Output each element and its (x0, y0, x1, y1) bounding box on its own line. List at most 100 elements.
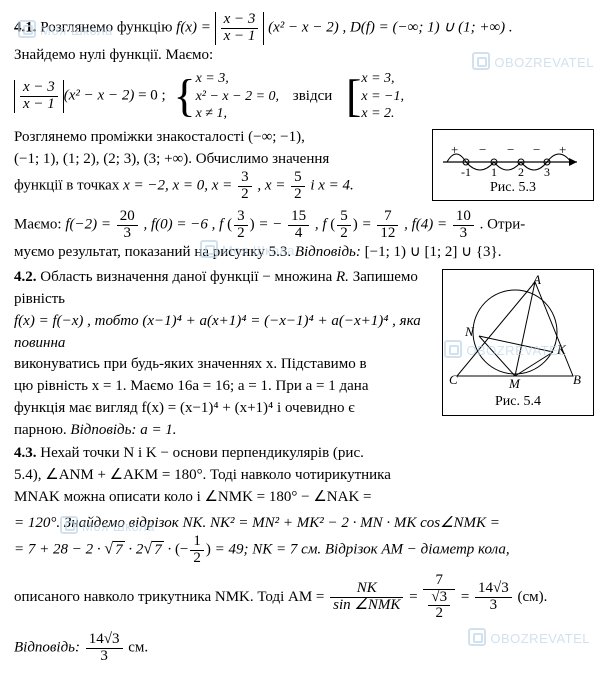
text: (см). (518, 589, 548, 605)
math: 14√3 (86, 632, 123, 649)
math: x² − x − 2 = 0, (196, 88, 279, 106)
math: = 0 ; (138, 88, 166, 104)
answer-label: Відповідь: (14, 640, 80, 656)
bracket-icon: [ (346, 78, 361, 115)
math: 3 (86, 649, 123, 665)
svg-text:-1: -1 (461, 165, 471, 178)
math: = − (258, 217, 282, 233)
math: 3 (475, 598, 512, 614)
text: звідси (293, 88, 333, 104)
svg-text:−: − (507, 142, 514, 157)
math: f(x) = (176, 20, 211, 36)
text: Розглянемо функцію (40, 20, 176, 36)
math: 3 (117, 226, 138, 242)
math: = 7 + 28 − 2 · √7 · 2√7 · (−12) = 49; NK… (14, 534, 594, 567)
math: , f (315, 217, 327, 233)
math: 2 (234, 226, 248, 242)
answer-block: Відповідь: 14√33 см. (14, 632, 594, 665)
text: . Отри- (480, 217, 526, 233)
figure-5-4: A B C M N K Рис. 5.4 (442, 269, 594, 415)
brace-icon: { (173, 78, 195, 115)
math: 7 (113, 541, 125, 558)
math: x = 3, (361, 70, 404, 88)
text: муємо результат, показаний на рисунку 5.… (14, 242, 594, 264)
text: функції в точках (14, 178, 123, 194)
text: парною. Відповідь: a = 1. (14, 420, 594, 442)
math: 4 (288, 226, 309, 242)
problem-number: 4.3. (14, 445, 37, 461)
math: x − 3 (221, 12, 259, 29)
math: 5 (291, 170, 305, 187)
math: 1 (190, 534, 204, 551)
text: муємо результат, показаний на рисунку 5.… (14, 244, 295, 260)
math: x ≠ 1, (196, 105, 279, 123)
math: = (362, 217, 372, 233)
math: x − 1 (20, 97, 58, 113)
math: R. (336, 269, 349, 285)
problem-4-3: 4.3. Нехай точки N і K − основи перпенди… (14, 443, 594, 465)
text: 5.4), ∠ANM + ∠AKM = 180°. Тоді навколо ч… (14, 465, 594, 487)
svg-text:2: 2 (518, 165, 524, 178)
math: , D(f) = (−∞; 1) ∪ (1; +∞) . (342, 20, 512, 36)
math: (x² − x − 2) (64, 88, 135, 104)
math: 3 (453, 226, 474, 242)
text: парною. (14, 422, 70, 438)
math: 15 (288, 209, 309, 226)
math: x = −2, x = 0, x = (123, 178, 232, 194)
math: x = 3, (196, 70, 279, 88)
answer-label: Відповідь: (70, 422, 136, 438)
math: 3 (238, 170, 252, 187)
math: 5 (337, 209, 351, 226)
figure-5-3: + − − − + -1 1 2 3 Рис. 5.3 (432, 129, 594, 201)
math: x − 3 (20, 80, 58, 97)
triangle-circle-diagram: A B C M N K (449, 274, 581, 392)
problem-number: 4.2. (14, 269, 37, 285)
problem-4-1: 4.1. Розглянемо функцію f(x) = x − 3x − … (14, 12, 594, 45)
text: Нехай точки N і K − основи перпендикуляр… (40, 445, 364, 461)
math: 2 (291, 187, 305, 203)
math: 2 (428, 606, 450, 622)
math: , f(0) = −6 , f (144, 217, 224, 233)
svg-text:M: M (508, 376, 521, 391)
math: x = 2. (361, 105, 404, 123)
sign-line-chart: + − − − + -1 1 2 3 (439, 134, 583, 178)
math: · 2 (128, 542, 143, 558)
math: і x = 4. (310, 178, 353, 194)
math: = (461, 589, 473, 605)
math: , f(4) = (404, 217, 447, 233)
math: √3 (428, 590, 450, 607)
math: · (167, 542, 175, 558)
svg-text:−: − (479, 142, 486, 157)
math: = 49; NK = 7 см. Відрізок AM − діаметр к… (215, 542, 510, 558)
text: см. (128, 640, 148, 656)
svg-text:K: K (556, 342, 567, 357)
math: , x = (257, 178, 285, 194)
answer-label: Відповідь: (295, 244, 361, 260)
svg-text:N: N (464, 324, 475, 339)
math: 7 (423, 573, 455, 590)
svg-text:3: 3 (544, 165, 550, 178)
figure-caption: Рис. 5.3 (439, 178, 587, 198)
math: = 7 + 28 − 2 · (14, 542, 104, 558)
math: 10 (453, 209, 474, 226)
svg-text:A: A (532, 274, 541, 287)
text: описаного навколо трикутника NMK. Тоді A… (14, 589, 324, 605)
math: 7 (152, 541, 164, 558)
figure-caption: Рис. 5.4 (449, 392, 587, 412)
math: NK (330, 581, 403, 598)
math: описаного навколо трикутника NMK. Тоді A… (14, 573, 594, 622)
math: (x² − x − 2) (268, 20, 339, 36)
math: = 120°. Знайдемо відрізок NK. NK² = MN² … (14, 513, 594, 535)
svg-text:+: + (451, 142, 458, 157)
text: Маємо: f(−2) = 203 , f(0) = −6 , f (32) … (14, 209, 594, 242)
math: 20 (117, 209, 138, 226)
answer: [−1; 1) ∪ [1; 2] ∪ {3}. (365, 244, 502, 260)
equation-block: x − 3x − 1 (x² − x − 2) = 0 ; { x = 3, x²… (14, 70, 594, 123)
math: 2 (190, 551, 204, 567)
math: sin ∠NMK (330, 598, 403, 614)
math: 2 (238, 187, 252, 203)
math: x − 1 (221, 29, 259, 45)
text: MNAK можна описати коло і ∠NMK = 180° − … (14, 487, 594, 509)
math: = (409, 589, 421, 605)
svg-text:1: 1 (491, 165, 497, 178)
